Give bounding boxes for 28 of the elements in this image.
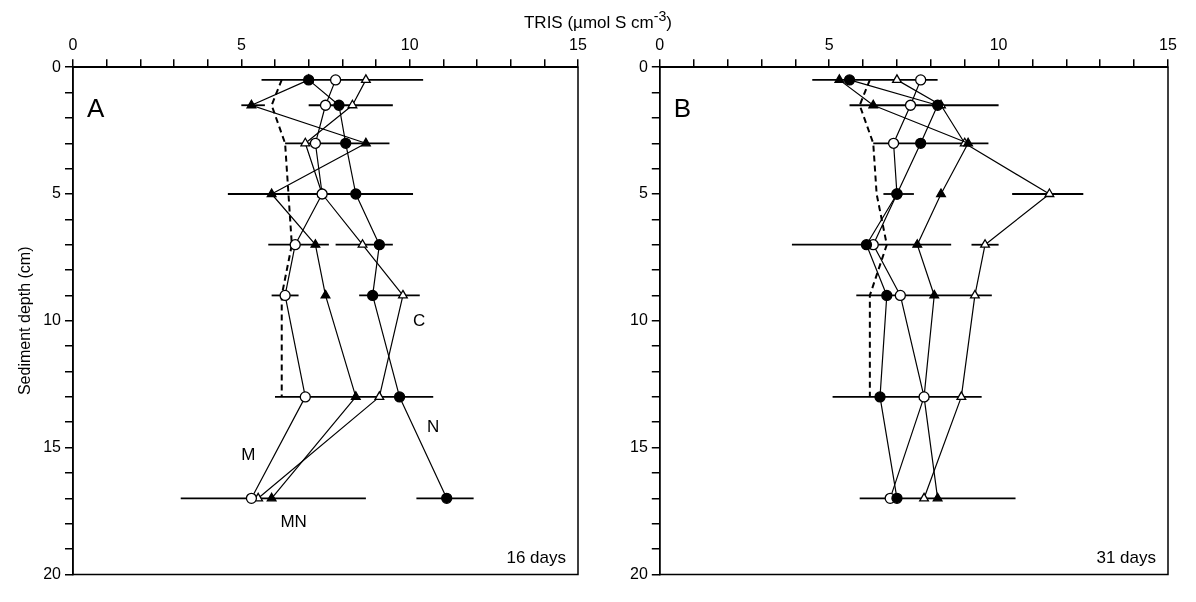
y-tick-label: 0 xyxy=(52,57,62,75)
y-tick-label: 10 xyxy=(630,311,648,329)
series-label: MN xyxy=(280,512,307,532)
y-tick-label: 20 xyxy=(43,564,62,582)
y-tick-label: 10 xyxy=(43,311,62,329)
x-tick-label: 5 xyxy=(824,36,834,54)
y-tick-label: 15 xyxy=(43,438,62,456)
x-tick-label: 15 xyxy=(569,36,587,54)
annotation: 16 days xyxy=(506,547,566,567)
x-tick-label: 0 xyxy=(68,36,78,54)
x-tick-label: 15 xyxy=(1159,36,1177,54)
annotation: 31 days xyxy=(1096,547,1156,567)
y-axis-title: Sediment depth (cm) xyxy=(16,246,34,396)
y-tick-label: 20 xyxy=(630,564,648,582)
series-label: C xyxy=(413,310,426,330)
text: B xyxy=(673,93,692,124)
x-tick-label: 0 xyxy=(655,36,665,54)
y-tick-label: 15 xyxy=(630,438,648,456)
x-tick-label: 10 xyxy=(400,36,419,54)
series-label: M xyxy=(241,445,256,465)
y-tick-label: 5 xyxy=(638,184,648,202)
x-tick-label: 5 xyxy=(236,36,246,54)
series-label: N xyxy=(426,417,440,437)
text: A xyxy=(87,93,105,124)
y-tick-label: 0 xyxy=(638,57,648,75)
x-axis-title: TRIS (µmol S cm$^{-3}$) xyxy=(523,8,673,32)
x-tick-label: 10 xyxy=(989,36,1008,54)
y-tick-label: 5 xyxy=(52,184,62,202)
